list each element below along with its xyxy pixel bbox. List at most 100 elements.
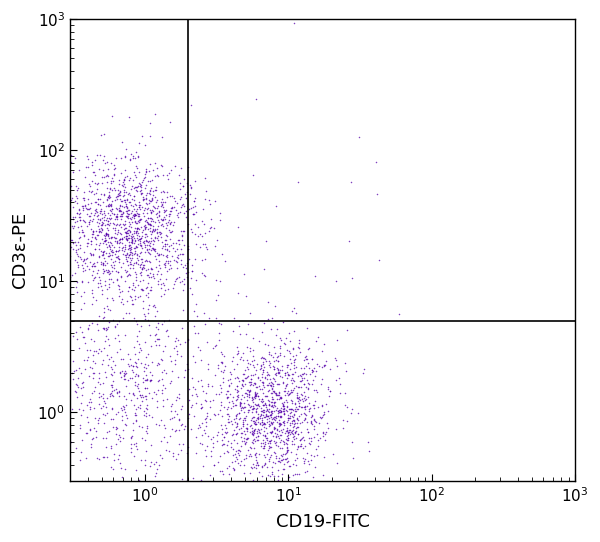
- Point: [262, 410, 271, 418]
- Point: [122, 213, 131, 222]
- Point: [151, 172, 160, 180]
- Point: [256, 418, 265, 427]
- Point: [146, 197, 155, 205]
- Point: [239, 436, 248, 445]
- Point: [281, 449, 290, 457]
- Point: [107, 262, 117, 271]
- Point: [263, 471, 272, 480]
- Point: [257, 370, 266, 379]
- Point: [178, 182, 188, 190]
- Point: [251, 464, 260, 473]
- Point: [282, 374, 292, 383]
- Point: [131, 291, 140, 300]
- Point: [273, 366, 283, 375]
- Point: [187, 273, 196, 282]
- Point: [276, 413, 286, 422]
- Point: [77, 277, 87, 286]
- Point: [130, 224, 139, 233]
- Point: [239, 370, 249, 378]
- Point: [139, 264, 148, 273]
- Point: [274, 420, 284, 429]
- Point: [268, 392, 277, 401]
- Point: [167, 203, 177, 211]
- Point: [256, 407, 266, 416]
- Point: [55, 174, 65, 183]
- Point: [140, 256, 149, 265]
- Point: [250, 400, 260, 409]
- Point: [124, 241, 134, 250]
- Point: [170, 407, 180, 416]
- Point: [140, 223, 150, 231]
- Point: [271, 388, 281, 397]
- Point: [116, 228, 125, 237]
- Point: [231, 447, 241, 456]
- Point: [290, 470, 299, 479]
- Point: [197, 440, 206, 449]
- Point: [200, 229, 209, 237]
- Point: [262, 429, 271, 437]
- Point: [277, 336, 286, 345]
- Point: [119, 233, 129, 242]
- Point: [137, 264, 146, 273]
- Point: [331, 356, 340, 365]
- Point: [98, 409, 108, 418]
- Point: [136, 259, 146, 268]
- Point: [299, 387, 309, 396]
- Point: [131, 161, 140, 170]
- Point: [241, 454, 251, 462]
- Point: [148, 225, 158, 234]
- Point: [85, 321, 94, 330]
- Point: [282, 380, 292, 389]
- Point: [289, 435, 299, 444]
- Point: [100, 207, 109, 216]
- Point: [98, 166, 107, 175]
- Point: [80, 365, 90, 373]
- Point: [130, 244, 140, 253]
- Point: [93, 279, 103, 287]
- Point: [292, 450, 301, 459]
- Point: [273, 466, 283, 474]
- Point: [119, 188, 128, 196]
- Point: [250, 393, 259, 402]
- Point: [154, 461, 164, 469]
- Point: [108, 464, 118, 473]
- Point: [79, 382, 88, 391]
- Point: [319, 360, 329, 369]
- Point: [272, 414, 281, 423]
- Point: [269, 448, 279, 456]
- Point: [260, 354, 270, 363]
- Point: [97, 226, 106, 235]
- Point: [106, 238, 115, 247]
- Point: [131, 269, 140, 278]
- Point: [257, 352, 266, 361]
- Point: [114, 430, 124, 439]
- Point: [123, 229, 133, 237]
- Point: [139, 196, 148, 204]
- Point: [259, 412, 269, 421]
- Point: [134, 151, 143, 160]
- Point: [169, 218, 178, 227]
- Point: [318, 411, 328, 420]
- Point: [101, 229, 111, 238]
- Point: [176, 446, 185, 454]
- Point: [126, 185, 136, 193]
- Point: [113, 186, 123, 195]
- Point: [211, 276, 221, 285]
- Point: [262, 418, 272, 427]
- Point: [140, 230, 150, 238]
- Point: [195, 230, 205, 239]
- Point: [167, 367, 177, 376]
- Point: [254, 460, 263, 469]
- Point: [134, 216, 144, 224]
- Point: [123, 190, 133, 198]
- Point: [126, 519, 136, 528]
- Point: [100, 304, 109, 312]
- Point: [323, 418, 332, 427]
- Point: [266, 411, 275, 420]
- Point: [110, 215, 119, 224]
- Point: [268, 415, 277, 423]
- Point: [284, 328, 293, 337]
- Point: [162, 245, 172, 254]
- Point: [258, 438, 268, 447]
- Point: [259, 405, 269, 414]
